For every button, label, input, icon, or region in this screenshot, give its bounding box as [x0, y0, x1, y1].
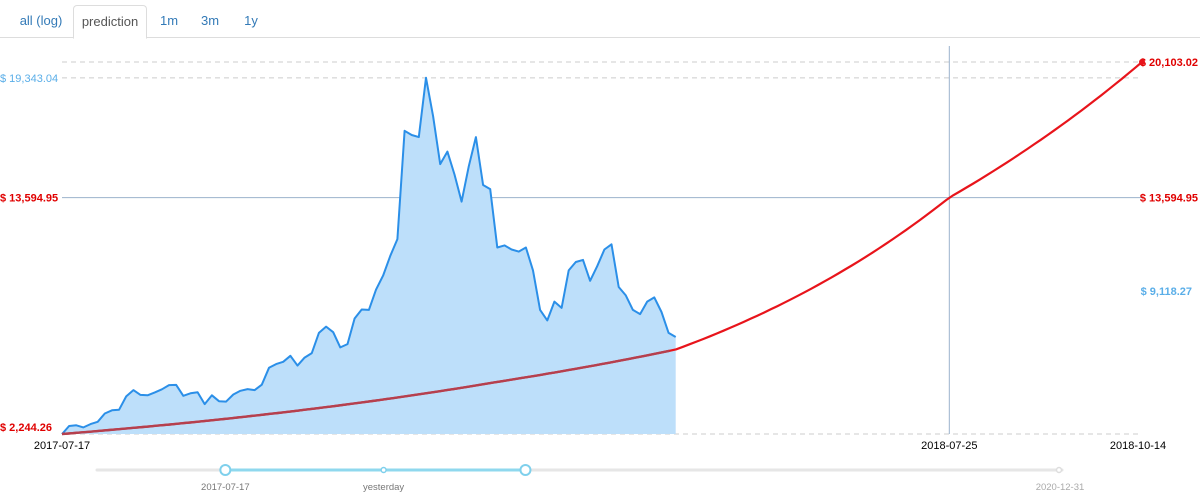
price-line — [61, 76, 677, 435]
price-area — [62, 77, 676, 435]
price-prediction-chart: $ 19,343.04 $ 2,244.26 $ 13,594.95 $ 13,… — [0, 46, 1198, 452]
prediction-end-label: $ 20,103.02 — [1140, 57, 1198, 69]
tab-3m[interactable]: 3m — [200, 13, 220, 28]
x-end-label: 2018-10-14 — [1110, 440, 1166, 452]
x-start-label: 2017-07-17 — [34, 440, 90, 452]
prediction-end-marker — [1139, 59, 1145, 65]
date-range-slider[interactable]: 2017-07-17 yesterday 2020-12-31 — [0, 455, 1200, 493]
min-prediction-label: $ 2,244.26 — [0, 422, 52, 434]
slider-end-handle[interactable] — [519, 464, 532, 476]
slider-start-label: 2017-07-17 — [201, 482, 250, 493]
range-tabs: all (log) prediction 1m 3m 1y — [0, 0, 1200, 39]
slider-yesterday-label: yesterday — [363, 482, 404, 493]
current-price-label: $ 9,118.27 — [1141, 286, 1192, 298]
max-price-label: $ 19,343.04 — [0, 73, 58, 85]
slider-start-handle[interactable] — [219, 464, 232, 476]
tab-prediction[interactable]: prediction — [73, 5, 147, 39]
tab-all-log[interactable]: all (log) — [19, 13, 63, 28]
crosshair-price-right-label: $ 13,594.95 — [1140, 193, 1198, 205]
tab-1m[interactable]: 1m — [159, 13, 179, 28]
crosshair-date-label: 2018-07-25 — [921, 440, 977, 452]
slider-yesterday-marker — [380, 466, 387, 474]
slider-end-date-label: 2020-12-31 — [1036, 482, 1085, 493]
tab-1y[interactable]: 1y — [244, 13, 258, 28]
prediction-line-under-price — [61, 349, 670, 436]
crosshair-price-left-label: $ 13,594.95 — [0, 193, 58, 205]
slider-end-marker — [1055, 466, 1063, 474]
chart-labels: $ 19,343.04 $ 2,244.26 $ 13,594.95 $ 13,… — [0, 57, 1198, 452]
